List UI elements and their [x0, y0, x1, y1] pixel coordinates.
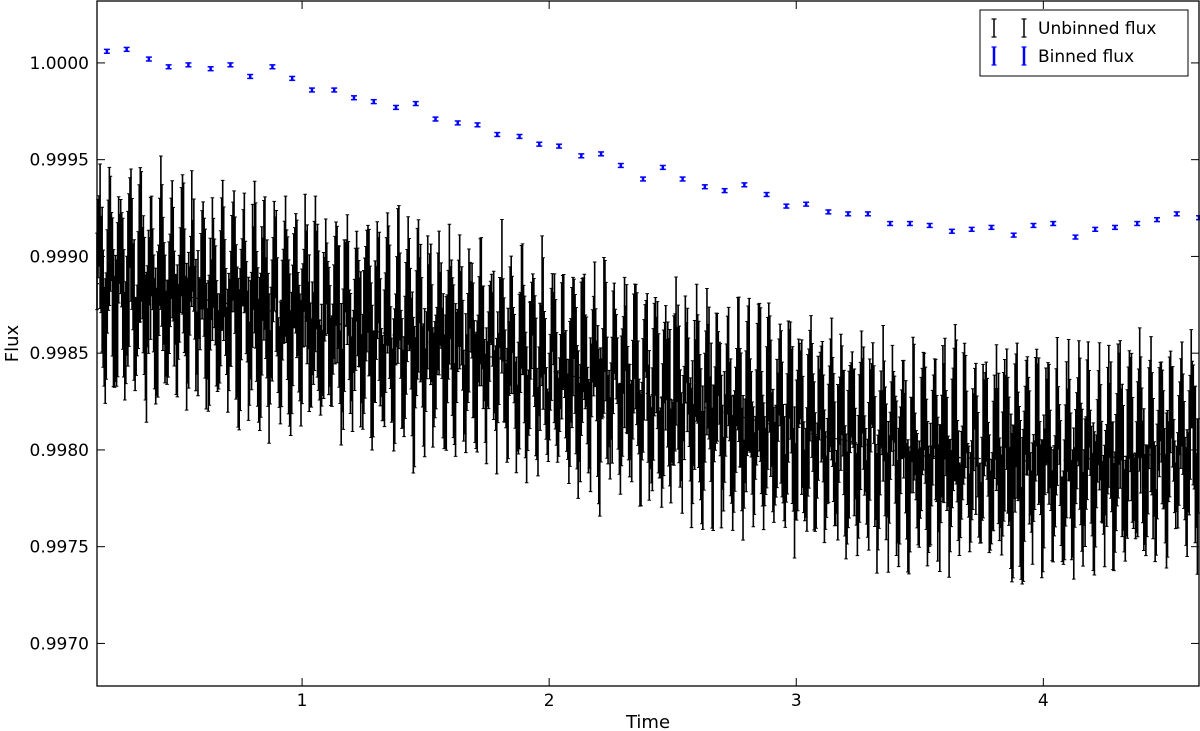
- x-tick-label: 3: [791, 691, 802, 711]
- binned-point: [1030, 222, 1037, 229]
- binned-point: [308, 87, 315, 93]
- binned-point: [556, 143, 563, 149]
- binned-point: [207, 66, 214, 72]
- binned-point: [783, 203, 790, 209]
- binned-point: [825, 209, 832, 215]
- binned-point: [432, 116, 439, 122]
- legend-label-binned: Binned flux: [1038, 47, 1134, 67]
- binned-point: [948, 228, 955, 234]
- binned-point: [392, 104, 399, 111]
- binned-point: [1173, 211, 1180, 217]
- y-tick-label: 0.9980: [30, 441, 89, 461]
- binned-point: [906, 220, 913, 227]
- unbinned-trend: [96, 282, 1200, 463]
- binned-point: [1010, 232, 1017, 238]
- binned-point: [845, 211, 852, 217]
- binned-point: [1092, 226, 1099, 233]
- binned-point: [247, 73, 254, 80]
- binned-point: [145, 56, 152, 62]
- binned-point: [640, 176, 647, 182]
- x-tick-label: 1: [297, 691, 308, 711]
- binned-point: [289, 75, 296, 82]
- binned-point: [185, 62, 192, 68]
- binned-point: [968, 226, 975, 233]
- binned-point: [1050, 220, 1057, 227]
- binned-point: [988, 224, 995, 231]
- x-tick-label: 2: [544, 691, 555, 711]
- binned-point: [721, 187, 728, 194]
- binned-point: [803, 201, 810, 207]
- binned-point: [103, 48, 110, 54]
- binned-point: [474, 122, 481, 128]
- binned-point: [454, 120, 461, 126]
- binned-point: [679, 176, 686, 182]
- binned-point: [617, 162, 624, 169]
- binned-point: [578, 153, 585, 159]
- binned-point: [887, 220, 894, 227]
- y-tick-label: 0.9995: [30, 151, 89, 171]
- legend: Unbinned flux Binned flux: [979, 9, 1189, 77]
- binned-point: [350, 95, 357, 101]
- binned-point: [1134, 220, 1141, 227]
- binned-point: [536, 141, 543, 147]
- y-tick-label: 0.9985: [30, 344, 89, 364]
- legend-marker-binned: [991, 46, 1027, 66]
- binned-point: [227, 62, 234, 68]
- binned-point: [165, 64, 172, 70]
- binned-point: [1072, 234, 1079, 240]
- unbinned-errorbars: [96, 155, 1200, 584]
- binned-point: [123, 46, 130, 53]
- binned-point: [701, 184, 708, 190]
- binned-point: [864, 211, 871, 217]
- legend-label-unbinned: Unbinned flux: [1038, 19, 1156, 39]
- y-axis-label: Flux: [2, 324, 23, 362]
- binned-point: [598, 151, 605, 157]
- binned-point: [763, 191, 770, 198]
- y-tick-label: 0.9970: [30, 634, 89, 654]
- x-tick-label: 4: [1038, 691, 1049, 711]
- binned-point: [1153, 216, 1160, 223]
- x-axis-label: Time: [625, 712, 670, 731]
- binned-point: [741, 182, 748, 188]
- y-tick-label: 1.0000: [30, 54, 89, 74]
- binned-point: [494, 131, 501, 138]
- binned-point: [1111, 224, 1118, 231]
- binned-point: [412, 100, 419, 107]
- y-tick-label: 0.9975: [30, 538, 89, 558]
- binned-series: [103, 46, 1200, 240]
- binned-point: [659, 164, 666, 171]
- binned-point: [370, 98, 377, 105]
- y-tick-label: 0.9990: [30, 247, 89, 267]
- legend-box: [979, 9, 1189, 77]
- unbinned-series: [95, 155, 1200, 585]
- axis-ticks: 1 2 3 4 0.9970 0.9975 0.9980 0.9985 0.9990 0.9995…: [30, 1, 1199, 711]
- plot-frame: [96, 0, 1200, 687]
- binned-point: [269, 64, 276, 70]
- legend-marker-unbinned: [991, 18, 1027, 38]
- binned-point: [926, 222, 933, 229]
- binned-point: [516, 133, 523, 140]
- binned-point: [331, 87, 338, 93]
